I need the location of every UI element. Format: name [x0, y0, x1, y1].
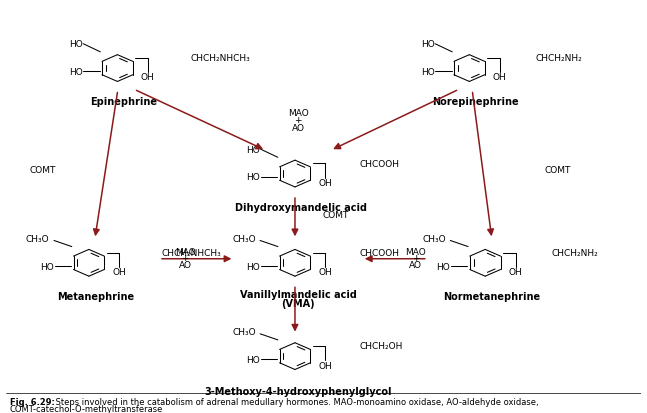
- Text: 3-Methoxy-4-hydroxyphenylglycol: 3-Methoxy-4-hydroxyphenylglycol: [204, 386, 392, 396]
- Text: HO: HO: [421, 68, 435, 77]
- Text: (VMA): (VMA): [281, 299, 315, 309]
- Text: HO: HO: [247, 145, 260, 154]
- Text: Norepinephrine: Norepinephrine: [432, 97, 519, 107]
- Text: HO: HO: [247, 173, 260, 182]
- Text: HO: HO: [247, 355, 260, 364]
- Text: COMT: COMT: [322, 210, 349, 219]
- Text: CHCH₂NH₂: CHCH₂NH₂: [552, 249, 598, 258]
- Text: HO: HO: [40, 262, 54, 271]
- Text: OH: OH: [113, 268, 126, 277]
- Text: OH: OH: [318, 178, 333, 188]
- Text: CHCOOH: CHCOOH: [360, 159, 400, 169]
- Text: CHCH₂NHCH₃: CHCH₂NHCH₃: [190, 54, 250, 63]
- Text: CH₃O: CH₃O: [232, 235, 256, 243]
- Text: +: +: [411, 254, 419, 263]
- Text: OH: OH: [493, 73, 507, 82]
- Text: HO: HO: [69, 40, 83, 49]
- Text: COMT: COMT: [29, 166, 56, 175]
- Text: MAO: MAO: [288, 109, 309, 118]
- Text: CHCH₂NHCH₃: CHCH₂NHCH₃: [162, 249, 221, 258]
- Text: Steps involved in the catabolism of adrenal medullary hormones. MAO-monoamino ox: Steps involved in the catabolism of adre…: [53, 397, 538, 406]
- Text: CH₃O: CH₃O: [232, 328, 256, 337]
- Text: HO: HO: [421, 40, 435, 49]
- Text: Metanephrine: Metanephrine: [57, 291, 134, 301]
- Text: Fig. 6.29:: Fig. 6.29:: [10, 397, 54, 406]
- Text: Vanillylmandelic acid: Vanillylmandelic acid: [239, 290, 356, 299]
- Text: CH₃O: CH₃O: [26, 235, 50, 243]
- Text: OH: OH: [318, 361, 333, 370]
- Text: CHCH₂OH: CHCH₂OH: [360, 342, 403, 351]
- Text: Normetanephrine: Normetanephrine: [443, 291, 540, 301]
- Text: +: +: [294, 116, 302, 125]
- Text: COMT-catechol-O-methyltransferase: COMT-catechol-O-methyltransferase: [10, 404, 163, 413]
- Text: Dihydroxymandelic acid: Dihydroxymandelic acid: [236, 202, 367, 212]
- Text: MAO: MAO: [175, 247, 195, 256]
- Text: AO: AO: [409, 260, 422, 269]
- Text: HO: HO: [69, 68, 83, 77]
- Text: HO: HO: [437, 262, 450, 271]
- Text: MAO: MAO: [405, 247, 426, 256]
- Text: CHCH₂NH₂: CHCH₂NH₂: [536, 54, 583, 63]
- Text: CHCOOH: CHCOOH: [360, 249, 400, 258]
- Text: Epinephrine: Epinephrine: [91, 97, 157, 107]
- Text: AO: AO: [292, 123, 305, 133]
- Text: OH: OH: [141, 73, 155, 82]
- Text: HO: HO: [247, 262, 260, 271]
- Text: COMT: COMT: [545, 166, 571, 175]
- Text: AO: AO: [179, 260, 192, 269]
- Text: CH₃O: CH₃O: [422, 235, 446, 243]
- Text: OH: OH: [509, 268, 523, 277]
- Text: OH: OH: [318, 268, 333, 277]
- Text: +: +: [182, 254, 189, 263]
